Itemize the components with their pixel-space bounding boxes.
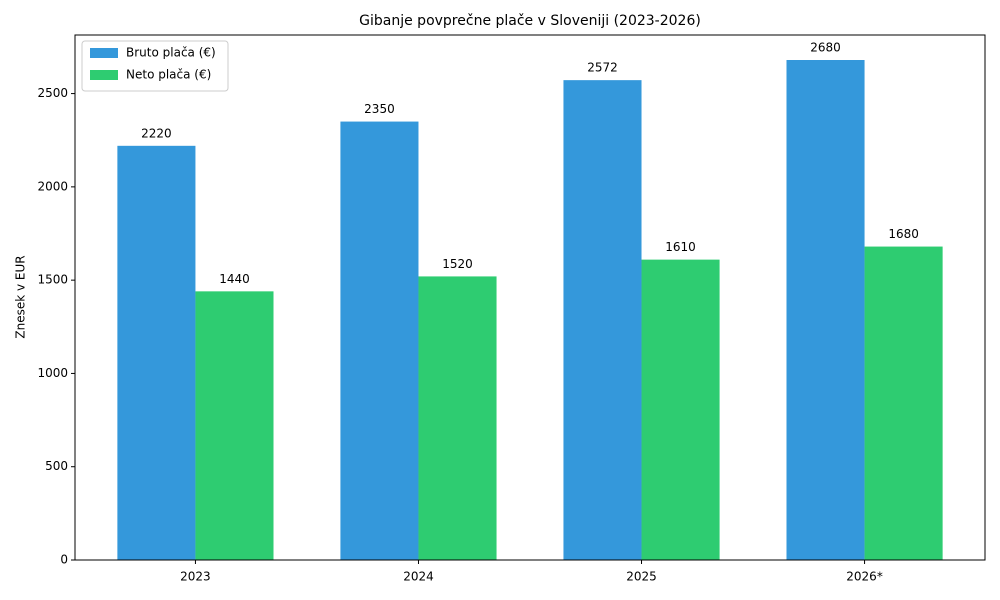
bar [641, 259, 720, 560]
x-tick-label: 2024 [403, 570, 434, 584]
y-tick-label: 1000 [37, 366, 68, 380]
x-tick-label: 2023 [180, 570, 211, 584]
bar [340, 121, 419, 560]
y-axis-label: Znesek v EUR [14, 255, 28, 338]
bar [117, 145, 196, 560]
legend-label: Neto plača (€) [126, 68, 211, 82]
bar [864, 246, 943, 560]
legend-swatch [90, 48, 118, 58]
y-tick-label: 500 [45, 459, 68, 473]
data-label: 2350 [364, 102, 395, 116]
y-tick-label: 1500 [37, 273, 68, 287]
data-label: 2680 [810, 41, 841, 55]
bar [786, 60, 865, 560]
data-label: 1610 [665, 240, 696, 254]
legend-box [81, 40, 229, 92]
plot-frame [74, 34, 986, 561]
bar [195, 291, 274, 560]
data-label: 1520 [442, 257, 473, 271]
x-tick-label: 2026* [846, 570, 883, 584]
data-label: 1680 [888, 227, 919, 241]
bar [563, 80, 642, 560]
data-label: 1440 [219, 272, 250, 286]
bar [418, 276, 497, 560]
legend-label: Bruto plača (€) [126, 46, 216, 60]
data-label: 2220 [141, 126, 172, 140]
data-label: 2572 [587, 61, 618, 75]
y-tick-label: 2500 [37, 86, 68, 100]
chart-title: Gibanje povprečne plače v Sloveniji (202… [359, 13, 701, 29]
y-tick-label: 0 [60, 553, 68, 567]
x-tick-label: 2025 [626, 570, 657, 584]
legend-swatch [90, 70, 118, 80]
y-tick-label: 2000 [37, 179, 68, 193]
